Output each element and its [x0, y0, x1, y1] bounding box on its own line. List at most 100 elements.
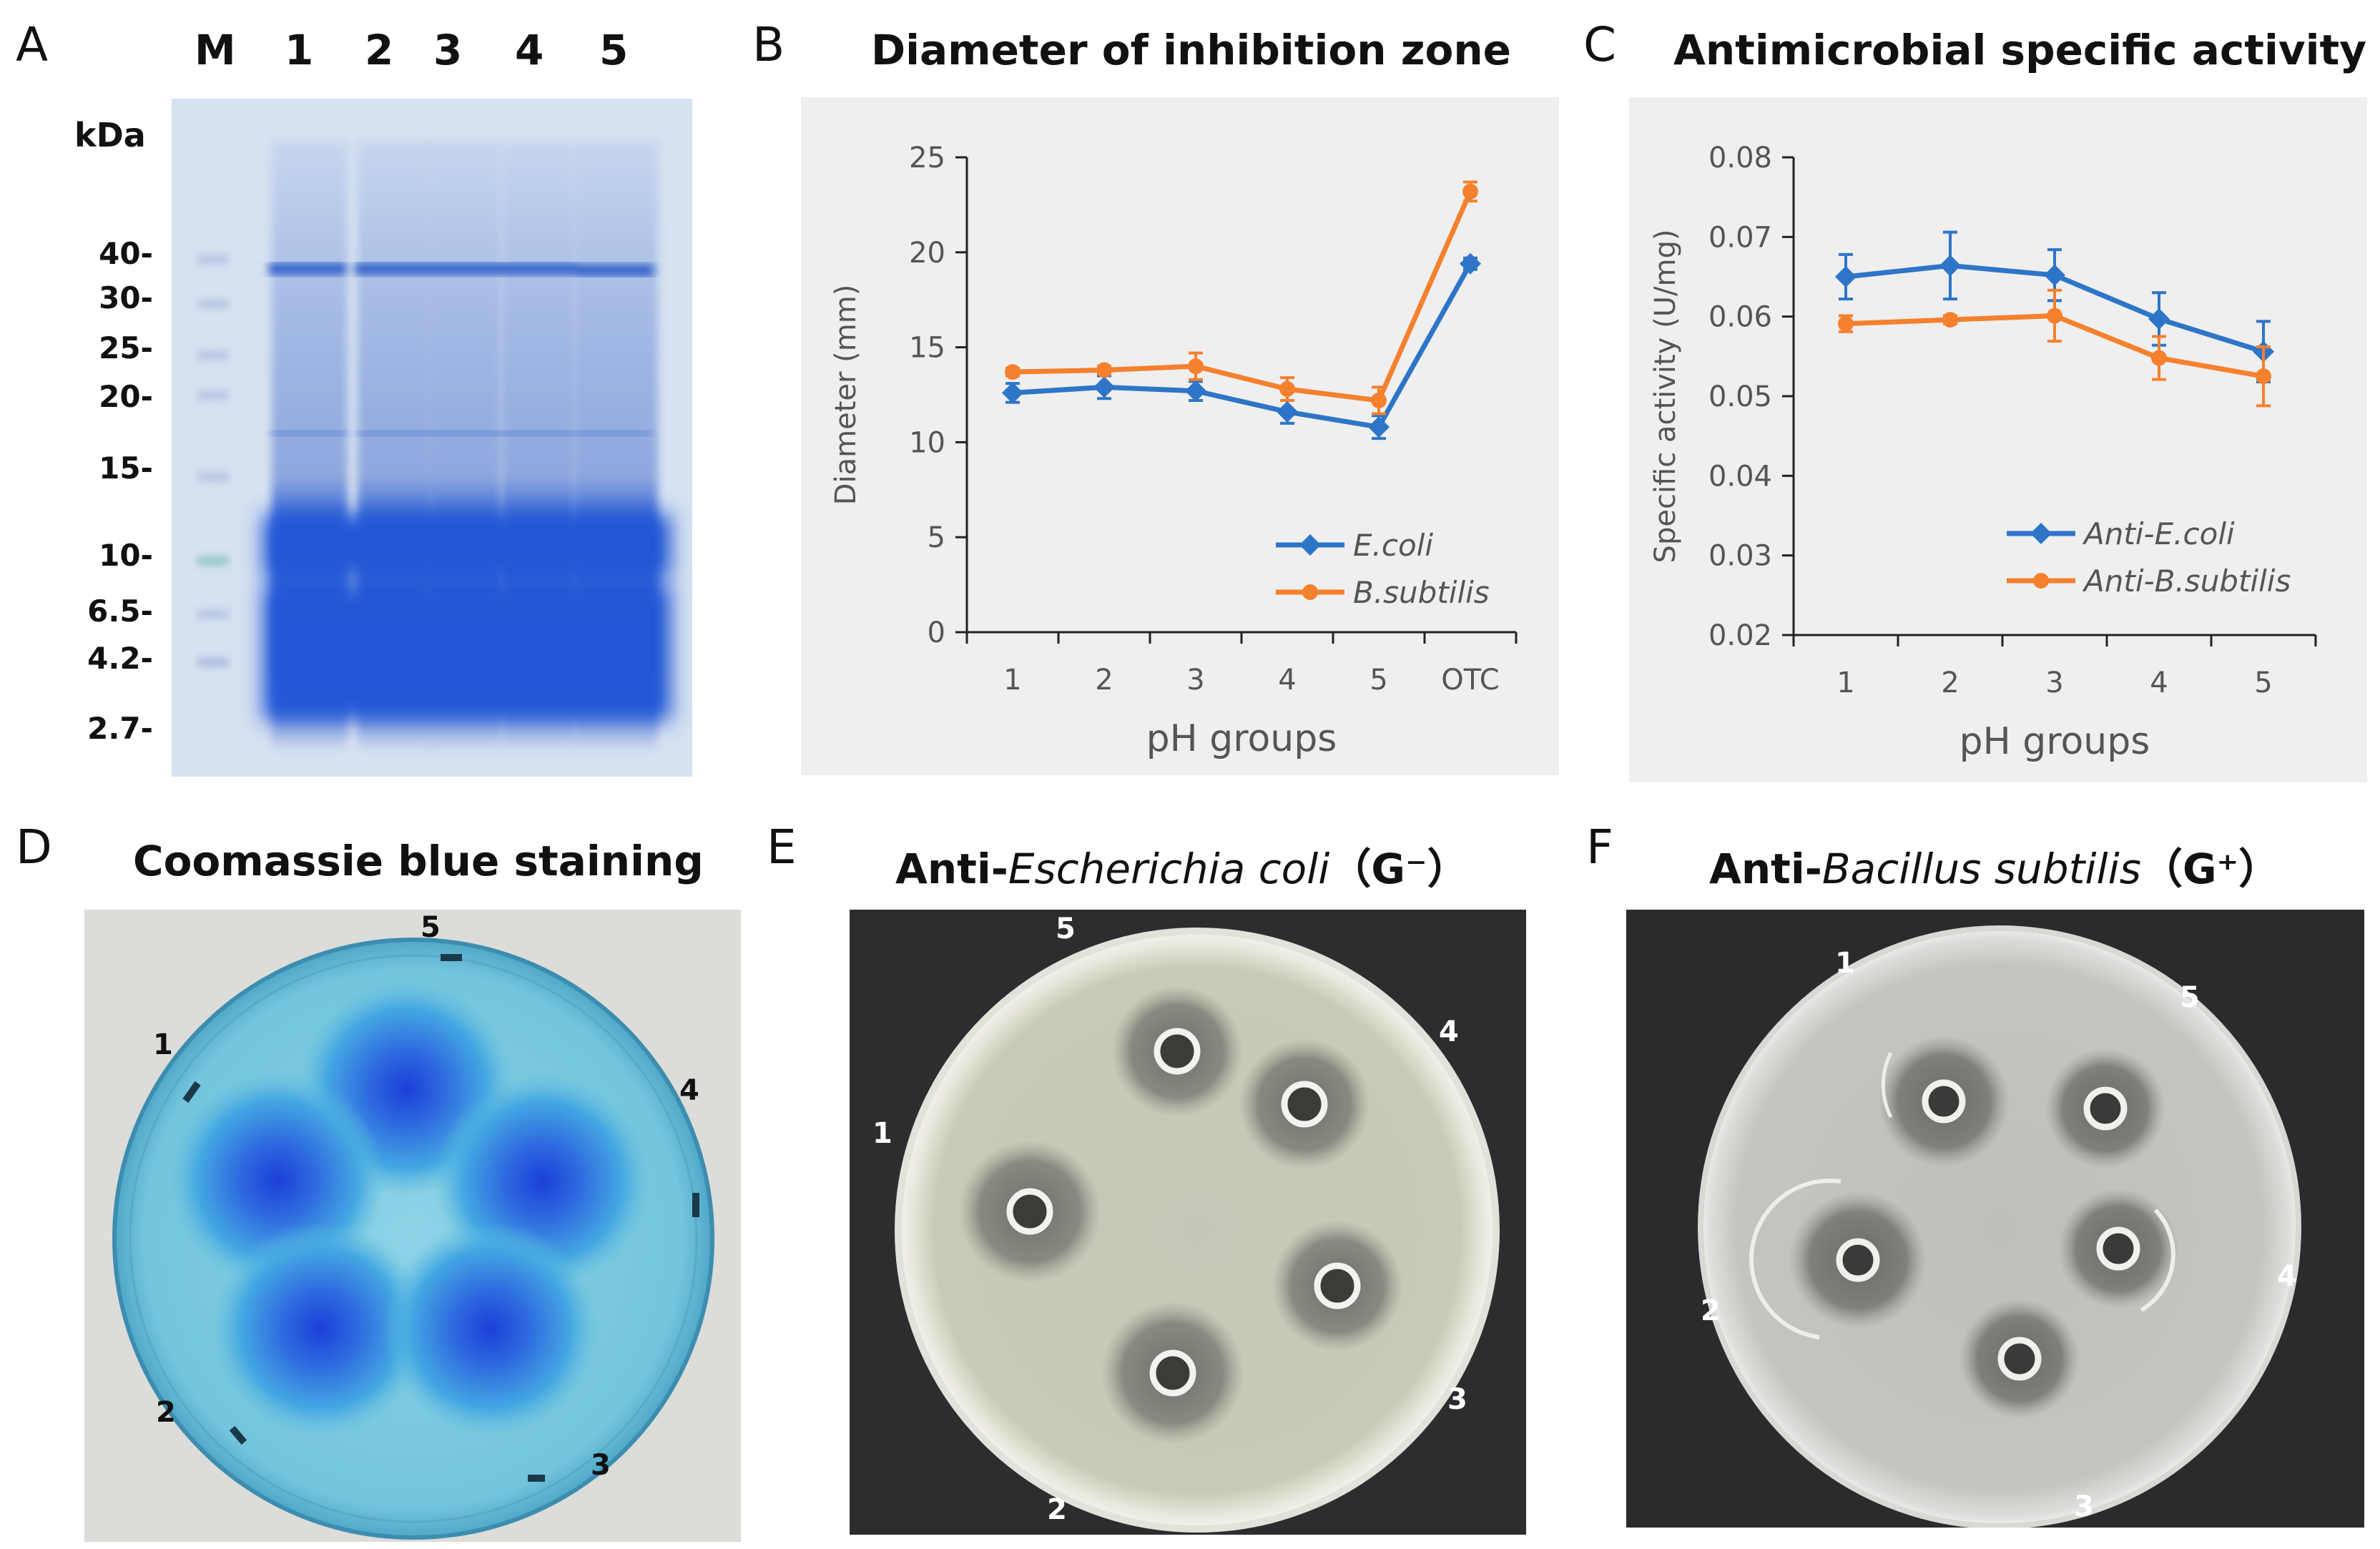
panel-c-letter: C: [1583, 17, 1617, 72]
chart-b-x-tick-label: 2: [1095, 664, 1113, 697]
chart-b-legend-marker-1: [1302, 584, 1318, 600]
chart-c-specific-activity: 0.02 0.03 0.04 0.05 0.06 0.07 0.08 1 2 3 4 5 pH grou…: [1649, 142, 2317, 763]
plate-e-title-prefix: Anti-: [895, 845, 1008, 893]
gel-lane-label-1: 1: [285, 26, 314, 74]
plate-e-well-5: 5: [1056, 913, 1076, 945]
chart-c-y-tick-label: 0.05: [1708, 380, 1772, 413]
chart-b-series-line-0: [1012, 262, 1473, 431]
gel-marker-label: 2.7-: [87, 711, 153, 746]
chart-c-x-tick-label: 4: [2150, 667, 2168, 699]
panel-e-letter: E: [767, 820, 797, 875]
gel-marker-label: 6.5-: [87, 594, 153, 629]
chart-c-legend-label-1: Anti-B.subtilis: [2082, 564, 2291, 599]
chart-c-x-tick-label: 5: [2254, 667, 2272, 699]
gel-lane-label-3: 3: [433, 26, 463, 74]
ecoli-plate-photo: 1 2 3 4 5: [850, 910, 1526, 1535]
plate-f-title-prefix: Anti-: [1709, 845, 1822, 893]
chart-c-data-point: [2256, 368, 2271, 385]
plate-f-title: Anti-Bacillus subtilis（G⁺）: [1709, 835, 2280, 895]
chart-c-y-tick-label: 0.04: [1708, 460, 1772, 493]
chart-c-data-point: [2151, 350, 2167, 366]
chart-c-y-tick-label: 0.02: [1708, 619, 1772, 652]
chart-b-x-tick-label: 3: [1186, 664, 1204, 697]
chart-b-data-point: [1002, 382, 1023, 404]
chart-b-x-tick-label: 4: [1278, 664, 1296, 697]
chart-b-y-tick-label: 20: [909, 237, 945, 270]
plate-f-title-species: Bacillus subtilis: [1821, 845, 2141, 893]
chart-c-x-tick-label: 2: [1941, 667, 1959, 699]
plate-f-title-gram: （G⁺）: [2140, 845, 2281, 893]
chart-c-background: [1629, 97, 2367, 782]
chart-c-y-tick-label: 0.06: [1708, 301, 1772, 334]
gel-marker-label: 20-: [99, 379, 153, 414]
chart-b-data-point: [1462, 183, 1478, 200]
chart-b-x-axis-title: pH groups: [1146, 717, 1337, 760]
chart-c-data-point: [1838, 315, 1854, 332]
chart-c-y-tick-label: 0.03: [1708, 540, 1772, 573]
panel-a-letter: A: [16, 17, 49, 72]
bsubtilis-plate-photo: 1 2 3 4 5: [1626, 910, 2364, 1528]
chart-c-data-point: [1942, 312, 1958, 328]
chart-b-data-point: [1096, 362, 1112, 378]
chart-b-y-tick-label: 10: [909, 426, 945, 459]
chart-c-legend-marker-1: [2033, 573, 2049, 589]
chart-b-data-point: [1005, 364, 1021, 380]
plate-d-well-2: 2: [156, 1396, 176, 1429]
chart-c-title: Antimicrobial specific activity: [1673, 26, 2367, 74]
chart-c-y-tick-label: 0.07: [1708, 221, 1772, 254]
chart-c-data-point: [1835, 266, 1857, 287]
chart-c-x-tick-label: 3: [2045, 667, 2063, 699]
plate-d-well-5: 5: [421, 911, 441, 944]
chart-b-data-point: [1093, 376, 1115, 398]
bsubtilis-plate-drawing: [1698, 925, 2301, 1528]
gel-lane-label-5: 5: [599, 26, 629, 74]
chart-b-title: Diameter of inhibition zone: [871, 26, 1511, 74]
plate-f-well-1: 1: [1835, 947, 1855, 980]
plate-e-title-gram: （G⁻）: [1329, 845, 1469, 893]
plate-d-title: Coomassie blue staining: [133, 837, 704, 885]
coomassie-plate-photo: 1 2 3 4 5: [84, 910, 741, 1542]
sds-page-gel-image: [172, 99, 692, 777]
gel-lane-label-2: 2: [365, 26, 394, 74]
chart-c-x-axis-title: pH groups: [1959, 720, 2150, 763]
plate-e-title: Anti-Escherichia coli（G⁻）: [895, 835, 1469, 895]
gel-lane-label-4: 4: [515, 26, 544, 74]
gel-unit-label: kDa: [74, 116, 146, 154]
panel-d-letter: D: [16, 820, 52, 875]
plate-e-well-1: 1: [872, 1117, 892, 1150]
chart-b-legend-label-1: B.subtilis: [1353, 575, 1490, 610]
chart-b-x-tick-label: OTC: [1441, 664, 1500, 697]
chart-b-y-tick-label: 25: [909, 142, 945, 174]
chart-b-y-tick-label: 0: [928, 616, 945, 649]
plate-d-well-1: 1: [153, 1028, 173, 1061]
plate-d-well-4: 4: [679, 1074, 699, 1107]
chart-b-legend-label-0: E.coli: [1353, 528, 1433, 563]
plate-e-well-4: 4: [1439, 1016, 1459, 1048]
panel-b-letter: B: [752, 17, 785, 72]
chart-c-data-point: [2047, 308, 2062, 324]
gel-drawing: [172, 99, 692, 777]
chart-b-data-point: [1368, 416, 1390, 438]
plate-f-well-2: 2: [1701, 1294, 1721, 1327]
chart-b-data-point: [1371, 392, 1387, 408]
plate-f-well-3: 3: [2074, 1490, 2094, 1523]
ecoli-plate-drawing: [895, 928, 1500, 1533]
gel-marker-label: 10-: [99, 538, 153, 573]
chart-b-data-point: [1279, 381, 1295, 398]
chart-b-data-point: [1460, 252, 1481, 275]
chart-b-x-tick-label: 1: [1003, 664, 1021, 697]
plate-f-well-5: 5: [2180, 981, 2200, 1014]
chart-b-x-tick-label: 5: [1370, 664, 1387, 697]
panel-f-letter: F: [1586, 820, 1613, 875]
chart-c-data-point: [1939, 255, 1961, 277]
gel-marker-label: 25-: [99, 330, 153, 365]
plate-d-well-3: 3: [591, 1449, 611, 1482]
chart-b-background: [801, 97, 1559, 775]
plate-e-title-species: Escherichia coli: [1008, 845, 1330, 893]
gel-marker-label: 40-: [99, 236, 153, 271]
chart-b-data-point: [1277, 400, 1298, 423]
chart-c-y-axis-title: Specific activity (U/mg): [1649, 230, 1682, 564]
chart-c-data-point: [2148, 308, 2170, 330]
chart-b-y-tick-label: 5: [928, 521, 945, 554]
coomassie-plate-drawing: [112, 938, 714, 1540]
